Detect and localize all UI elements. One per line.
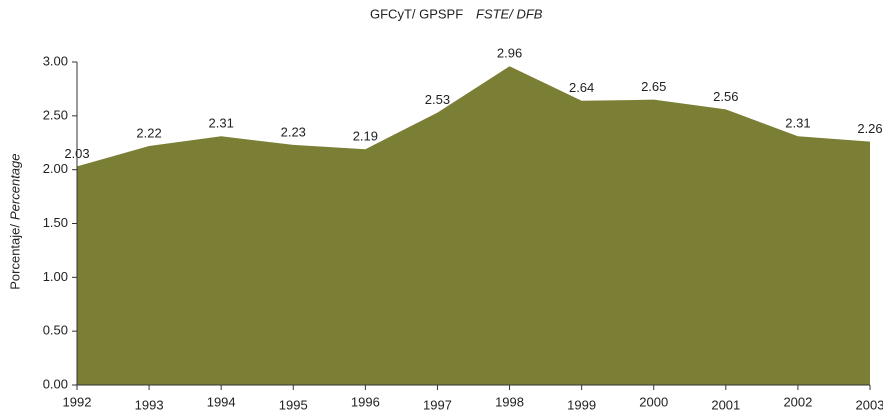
y-tick-label: 3.00 [43, 53, 68, 68]
y-axis-label-italic: Percentage [7, 154, 22, 221]
data-label: 2.22 [136, 125, 161, 140]
x-tick-label: 1993 [135, 397, 164, 412]
x-tick-label: 2003 [856, 397, 883, 412]
data-label: 2.19 [353, 129, 378, 144]
data-label: 2.65 [641, 79, 666, 94]
x-tick-label: 1995 [279, 397, 308, 412]
y-tick-label: 0.50 [43, 323, 68, 338]
y-tick-label: 2.50 [43, 107, 68, 122]
x-tick-label: 1992 [63, 394, 92, 409]
data-label: 2.96 [497, 46, 522, 61]
x-tick-label: 2001 [711, 397, 740, 412]
x-tick-label: 1998 [495, 394, 524, 409]
data-label: 2.31 [785, 116, 810, 131]
x-tick-label: 2000 [639, 394, 668, 409]
chart-title: GFCyT/ GPSPF [370, 6, 463, 21]
y-tick-label: 1.00 [43, 269, 68, 284]
x-tick-label: 2002 [783, 394, 812, 409]
data-label: 2.31 [209, 116, 234, 131]
data-label: 2.53 [425, 92, 450, 107]
x-tick-label: 1994 [207, 394, 236, 409]
x-tick-label: 1999 [567, 397, 596, 412]
data-label: 2.56 [713, 89, 738, 104]
data-label: 2.64 [569, 80, 594, 95]
x-tick-label: 1997 [423, 397, 452, 412]
y-tick-label: 2.00 [43, 161, 68, 176]
chart-subtitle: FSTE/ DFB [476, 6, 543, 21]
area [77, 66, 870, 385]
data-label: 2.26 [857, 121, 882, 136]
x-tick-label: 1996 [351, 394, 380, 409]
y-axis-label: Porcentaje/ [7, 224, 22, 290]
data-label: 2.23 [281, 124, 306, 139]
y-tick-label: 0.00 [43, 376, 68, 391]
y-tick-label: 1.50 [43, 215, 68, 230]
